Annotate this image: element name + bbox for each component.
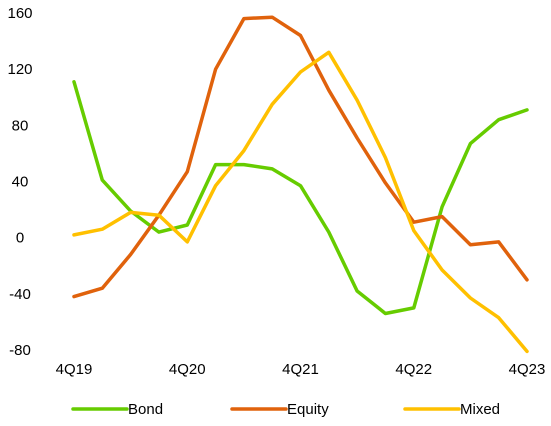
y-tick-label: 0 [16, 230, 24, 247]
y-tick-label: -40 [9, 286, 31, 303]
series-line-equity [72, 15, 529, 299]
x-tick-label: 4Q23 [509, 361, 546, 378]
x-tick-label: 4Q20 [169, 361, 206, 378]
x-axis-labels: 4Q19 4Q20 4Q21 4Q22 4Q23 [56, 361, 546, 378]
y-tick-label: -80 [9, 342, 31, 359]
y-tick-label: 40 [12, 174, 29, 191]
y-tick-label: 160 [7, 5, 32, 22]
legend-label-mixed: Mixed [460, 401, 500, 418]
x-tick-label: 4Q21 [282, 361, 319, 378]
x-tick-label: 4Q22 [395, 361, 432, 378]
legend-label-bond: Bond [128, 401, 163, 418]
series-line-mixed [72, 50, 529, 354]
legend: Bond Equity Mixed [71, 401, 500, 418]
y-tick-label: 120 [7, 61, 32, 78]
series-lines [72, 15, 529, 354]
y-axis-labels: 160 120 80 40 0 -40 -80 [7, 5, 32, 359]
y-tick-label: 80 [12, 117, 29, 134]
x-tick-label: 4Q19 [56, 361, 93, 378]
series-line-bond [72, 80, 529, 316]
legend-label-equity: Equity [287, 401, 329, 418]
